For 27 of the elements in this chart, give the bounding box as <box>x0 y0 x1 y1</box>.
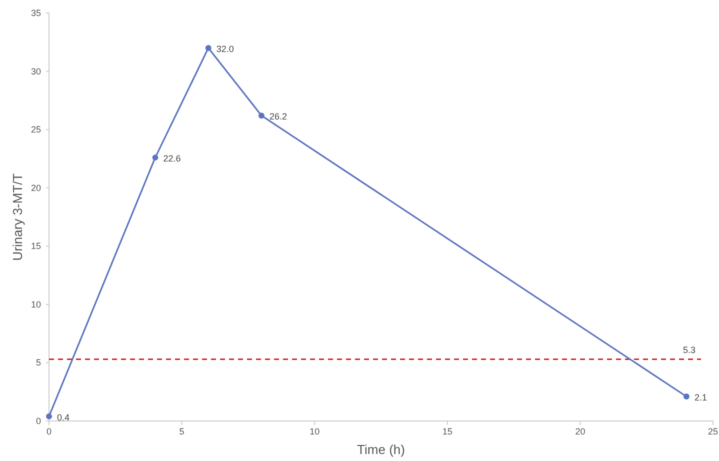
x-tick-label: 10 <box>310 426 320 436</box>
data-label: 2.1 <box>694 392 707 403</box>
x-tick-label: 0 <box>46 426 52 436</box>
y-tick-label: 10 <box>30 299 41 310</box>
ref-line-label: 5.3 <box>683 345 696 356</box>
x-axis-title: Time (h) <box>357 442 405 457</box>
point <box>683 394 690 400</box>
y-tick-label: 20 <box>30 182 41 193</box>
data-label: 26.2 <box>269 112 288 122</box>
x-tick-label: 25 <box>708 426 718 436</box>
x-tick-label: 20 <box>575 426 586 436</box>
y-tick-label: 15 <box>30 241 41 252</box>
point <box>205 44 212 51</box>
data-label: 32.0 <box>216 44 234 54</box>
point <box>258 112 264 119</box>
y-axis-title: Urinary 3-MT/T <box>10 173 25 261</box>
point <box>46 413 52 420</box>
point <box>152 154 158 161</box>
y-tick-label: 25 <box>30 124 41 135</box>
y-tick-label: 5 <box>36 358 41 368</box>
x-tick-label: 15 <box>442 426 452 436</box>
y-tick-label: 30 <box>30 66 41 76</box>
data-label: 0.4 <box>57 412 70 422</box>
data-label: 22.6 <box>163 154 181 164</box>
y-tick-label: 0 <box>36 416 41 426</box>
y-tick-label: 35 <box>30 8 41 18</box>
x-tick-label: 5 <box>179 426 184 436</box>
